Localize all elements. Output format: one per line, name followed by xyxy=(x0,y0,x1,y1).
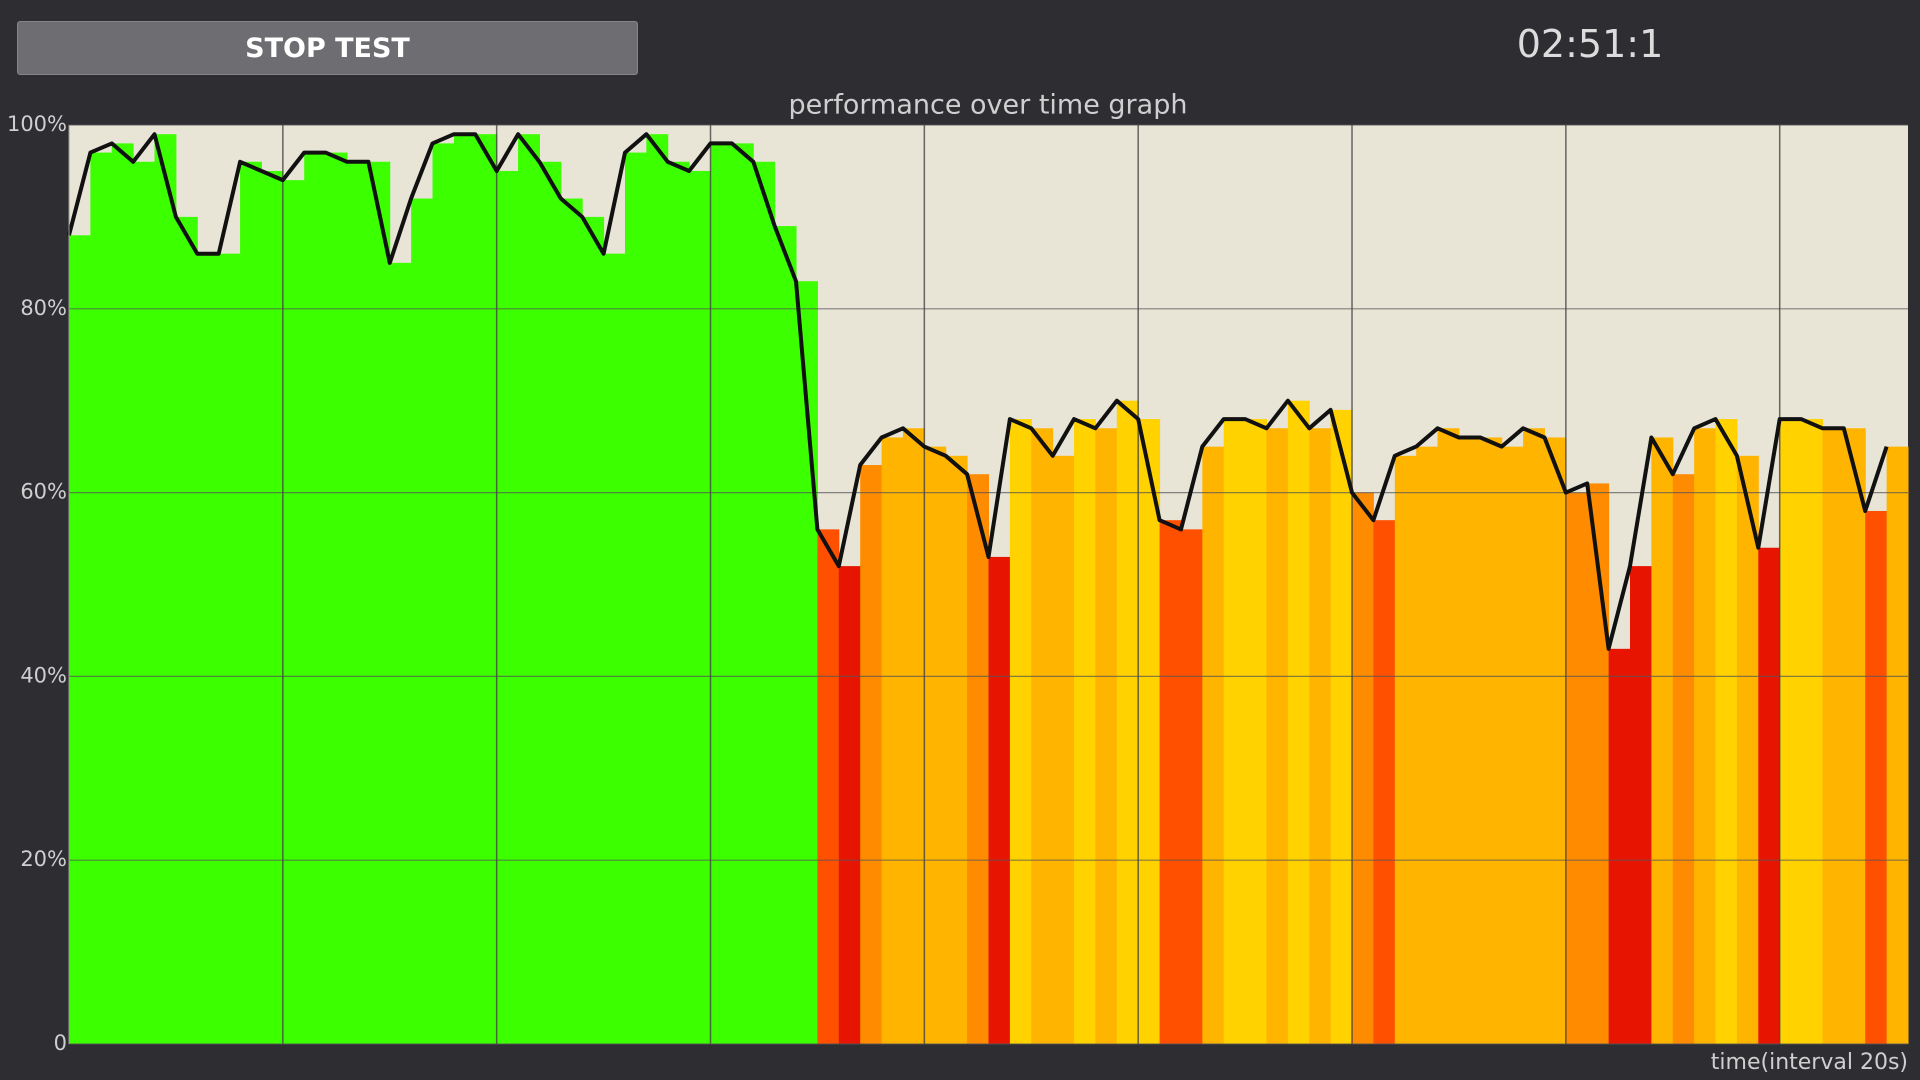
sample-bar xyxy=(1416,446,1439,1044)
sample-bar xyxy=(197,253,220,1044)
sample-bar xyxy=(1180,529,1203,1044)
y-tick-label: 100% xyxy=(7,112,67,136)
sample-bar xyxy=(689,170,712,1044)
sample-bar xyxy=(774,226,797,1045)
sample-bar xyxy=(1736,455,1759,1045)
sample-bar xyxy=(902,428,925,1044)
sample-bar xyxy=(967,474,989,1045)
sample-bar xyxy=(817,529,840,1044)
sample-bar xyxy=(1608,648,1631,1044)
sample-bar xyxy=(261,170,284,1044)
sample-bar xyxy=(924,446,947,1044)
sample-bar xyxy=(1437,428,1460,1044)
sample-bar xyxy=(1458,437,1481,1045)
sample-bar xyxy=(1373,520,1396,1044)
sample-bar xyxy=(988,556,1011,1044)
sample-bar xyxy=(1565,492,1588,1045)
sample-bar xyxy=(1715,419,1738,1045)
sample-bar xyxy=(582,216,605,1044)
sample-bar xyxy=(1223,419,1246,1045)
sample-bar xyxy=(560,198,583,1044)
sample-bar xyxy=(1352,492,1374,1045)
sample-bar xyxy=(90,152,113,1044)
sample-bar xyxy=(945,455,968,1045)
sample-bar xyxy=(881,437,904,1045)
sample-bar xyxy=(432,143,455,1044)
sample-bar xyxy=(1630,566,1652,1044)
sample-bar xyxy=(1202,446,1225,1044)
sample-bar xyxy=(1672,474,1695,1045)
sample-bar xyxy=(1287,400,1310,1044)
sample-bar xyxy=(411,198,434,1044)
sample-bar xyxy=(1886,446,1909,1044)
sample-bar xyxy=(838,566,861,1044)
sample-bar xyxy=(753,161,776,1044)
sample-bar xyxy=(1758,547,1781,1044)
sample-bar xyxy=(1095,428,1118,1044)
sample-bar xyxy=(1544,437,1567,1045)
sample-bar xyxy=(1309,428,1332,1044)
timer: 02:51:1 xyxy=(1516,22,1664,66)
sample-bar xyxy=(731,143,754,1044)
y-tick-label: 80% xyxy=(20,296,67,320)
sample-bar xyxy=(1074,419,1096,1045)
sample-bar xyxy=(603,253,626,1044)
sample-bar xyxy=(1843,428,1866,1044)
sample-bar xyxy=(346,161,369,1044)
sample-bar xyxy=(1523,428,1545,1044)
sample-bar xyxy=(1266,428,1289,1044)
sample-bar xyxy=(860,465,883,1044)
sample-bar xyxy=(1009,419,1032,1045)
sample-bar xyxy=(1138,419,1161,1045)
sample-bar xyxy=(1501,446,1524,1044)
sample-bar xyxy=(69,235,91,1044)
sample-bar xyxy=(325,152,348,1044)
sample-bar xyxy=(1779,419,1802,1045)
performance-line xyxy=(67,132,1889,651)
sample-bar xyxy=(111,143,134,1044)
sample-bar xyxy=(240,161,262,1044)
sample-bar xyxy=(133,161,156,1044)
sample-bar xyxy=(175,216,198,1044)
sample-bar xyxy=(646,134,669,1044)
sample-bar xyxy=(710,143,733,1044)
sample-bar xyxy=(1822,428,1845,1044)
sample-bar xyxy=(518,134,540,1044)
sample-bar xyxy=(1330,409,1353,1044)
sample-bar xyxy=(368,161,391,1044)
sample-bar xyxy=(1694,428,1717,1044)
sample-bar xyxy=(154,134,177,1044)
sample-bar xyxy=(389,262,412,1045)
sample-bar xyxy=(496,170,519,1044)
sample-bar xyxy=(304,152,327,1044)
sample-bar xyxy=(539,161,562,1044)
stop-test-button[interactable]: STOP TEST xyxy=(17,21,638,75)
sample-bar xyxy=(218,253,241,1044)
sample-bar xyxy=(1801,419,1823,1045)
sample-bar xyxy=(1116,400,1139,1044)
sample-bar xyxy=(1651,437,1674,1045)
sample-bar xyxy=(624,152,647,1044)
y-tick-label: 0 xyxy=(54,1031,67,1055)
y-tick-label: 60% xyxy=(20,480,67,504)
sample-bar xyxy=(1052,455,1075,1045)
sample-bar xyxy=(1031,428,1054,1044)
sample-bar xyxy=(1159,520,1182,1044)
y-tick-label: 40% xyxy=(20,663,67,687)
y-tick-label: 20% xyxy=(20,847,67,871)
sample-bar xyxy=(453,134,476,1044)
sample-bar xyxy=(1245,419,1267,1045)
sample-bar xyxy=(1480,437,1503,1045)
chart-title: performance over time graph xyxy=(789,90,1188,121)
sample-bar xyxy=(475,134,498,1044)
x-axis-label: time(interval 20s) xyxy=(1711,1050,1908,1075)
sample-bar xyxy=(667,161,690,1044)
sample-bar xyxy=(1865,510,1888,1045)
sample-bar xyxy=(1394,455,1417,1045)
sample-bar xyxy=(282,180,305,1044)
